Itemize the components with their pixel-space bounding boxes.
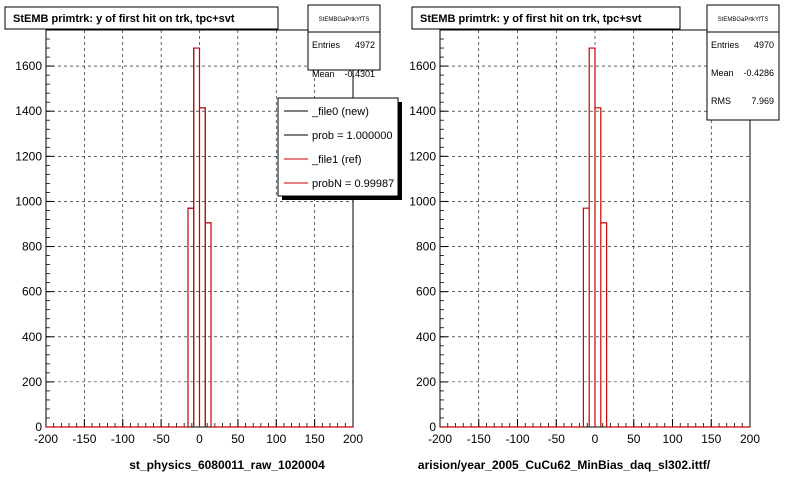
x-tick-label: 50: [231, 432, 245, 446]
x-tick-label: 200: [740, 432, 760, 446]
x-tick-label: 50: [627, 432, 641, 446]
stats-box: [307, 4, 381, 71]
y-tick-label: 600: [22, 285, 42, 299]
x-tick-label: 100: [662, 432, 682, 446]
chart-title-box: [4, 6, 279, 30]
y-tick-label: 1200: [409, 149, 436, 163]
stats-value: -0.4301: [344, 69, 375, 79]
chart-title-box: [411, 6, 681, 30]
y-tick-label: 600: [416, 285, 436, 299]
legend-entry: prob = 1.000000: [312, 130, 392, 142]
stats-value: 4970: [754, 40, 774, 50]
legend-box: [277, 97, 399, 197]
legend-entry: _file0 (new): [311, 106, 369, 118]
legend-entry: _file1 (ref): [311, 154, 362, 166]
x-tick-label: 0: [196, 432, 203, 446]
y-tick-label: 1000: [409, 194, 436, 208]
histogram-panel-2: -200 -150 -100 -50 0 50 100 150 200 0 200 400 600 800…: [409, 4, 780, 472]
legend-entry: probN = 0.99987: [312, 178, 394, 190]
stats-label: Mean: [711, 68, 734, 78]
y-tick-label: 1200: [15, 149, 42, 163]
x-tick-label: -50: [548, 432, 566, 446]
y-tick-label: 0: [35, 420, 42, 434]
chart-title: StEMB primtrk: y of first hit on trk, tp…: [420, 13, 642, 25]
y-tick-label: 1600: [15, 59, 42, 73]
x-tick-label: -150: [72, 432, 96, 446]
stats-value: 4972: [355, 40, 375, 50]
x-tick-label: 150: [305, 432, 325, 446]
x-tick-label: -200: [34, 432, 58, 446]
stats-label: Entries: [711, 40, 740, 50]
x-axis-label: st_physics_6080011_raw_1020004: [129, 458, 325, 472]
x-tick-label: -200: [428, 432, 452, 446]
x-tick-label: -100: [505, 432, 529, 446]
histogram-panel-1: -200 -150 -100 -50 0 50 100 150 200 0 200 400 600 800…: [4, 4, 402, 472]
x-tick-label: 0: [592, 432, 599, 446]
y-tick-label: 0: [429, 420, 436, 434]
x-tick-label: 100: [266, 432, 286, 446]
histogram-series-2: [46, 47, 353, 428]
y-tick-label: 200: [22, 375, 42, 389]
stats-label: Mean: [312, 69, 335, 79]
stats-box-name: StEMBGaPrtkYfTS: [718, 17, 769, 23]
x-tick-label: -150: [467, 432, 491, 446]
chart-title: StEMB primtrk: y of first hit on trk, tp…: [13, 13, 235, 25]
y-tick-label: 800: [22, 240, 42, 254]
stats-box: [706, 4, 780, 121]
stats-value: 7.969: [751, 96, 774, 106]
y-tick-label: 1400: [409, 104, 436, 118]
x-axis-label: arision/year_2005_CuCu62_MinBias_daq_sl3…: [418, 458, 711, 472]
y-tick-label: 1400: [15, 104, 42, 118]
y-tick-label: 1600: [409, 59, 436, 73]
stats-value: -0.4286: [743, 68, 774, 78]
x-tick-label: 150: [701, 432, 721, 446]
x-tick-label: -100: [111, 432, 135, 446]
y-tick-label: 400: [416, 330, 436, 344]
y-tick-label: 200: [416, 375, 436, 389]
histogram-series-1: [440, 47, 750, 428]
stats-box-name: StEMBGaPrtkYfTS: [319, 17, 370, 23]
stats-label: Entries: [312, 40, 341, 50]
y-tick-label: 1000: [15, 194, 42, 208]
y-tick-label: 800: [416, 240, 436, 254]
y-tick-label: 400: [22, 330, 42, 344]
x-tick-label: 200: [343, 432, 363, 446]
stats-label: RMS: [711, 96, 731, 106]
x-tick-label: -50: [152, 432, 170, 446]
